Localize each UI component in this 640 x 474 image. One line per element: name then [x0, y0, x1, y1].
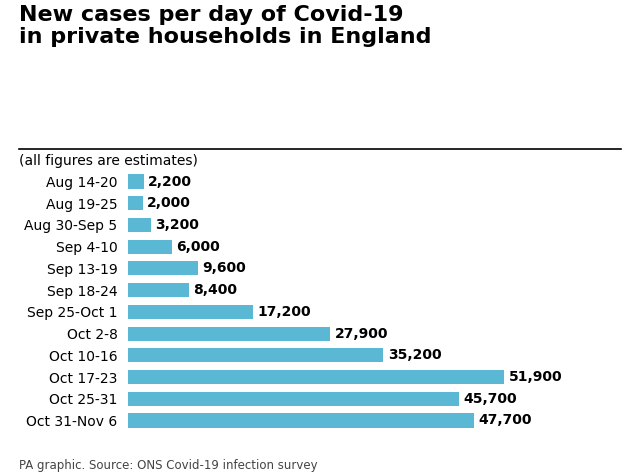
Text: (all figures are estimates): (all figures are estimates)	[19, 154, 198, 168]
Bar	[128, 174, 144, 189]
Bar	[128, 305, 253, 319]
Bar	[128, 327, 330, 341]
Bar	[128, 392, 460, 406]
Text: 6,000: 6,000	[176, 240, 220, 254]
Bar	[128, 261, 198, 275]
Text: PA graphic. Source: ONS Covid-19 infection survey: PA graphic. Source: ONS Covid-19 infecti…	[19, 459, 318, 472]
Text: New cases per day of Covid-19
in private households in England: New cases per day of Covid-19 in private…	[19, 5, 432, 47]
Text: 45,700: 45,700	[464, 392, 518, 406]
Text: 35,200: 35,200	[388, 348, 442, 362]
Bar	[128, 413, 474, 428]
Text: 17,200: 17,200	[257, 305, 311, 319]
Bar	[128, 196, 143, 210]
Bar	[128, 370, 504, 384]
Text: 27,900: 27,900	[335, 327, 388, 341]
Text: 2,200: 2,200	[148, 174, 192, 189]
Bar	[128, 218, 151, 232]
Text: 3,200: 3,200	[156, 218, 200, 232]
Text: 9,600: 9,600	[202, 261, 246, 275]
Text: 51,900: 51,900	[509, 370, 563, 384]
Bar	[128, 283, 189, 297]
Text: 47,700: 47,700	[478, 413, 532, 428]
Text: 8,400: 8,400	[193, 283, 237, 297]
Bar	[128, 240, 172, 254]
Bar	[128, 348, 383, 362]
Text: 2,000: 2,000	[147, 196, 191, 210]
